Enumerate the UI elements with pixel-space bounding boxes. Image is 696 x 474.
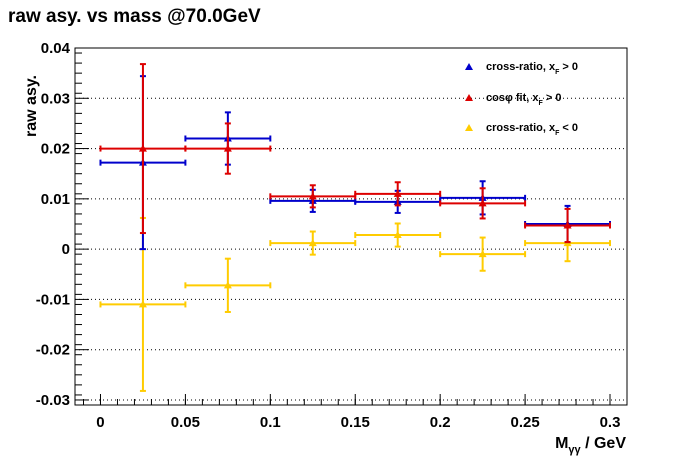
- legend-label: cross-ratio, xF < 0: [486, 122, 578, 137]
- data-point: [99, 63, 187, 235]
- y-tick-label: 0: [62, 241, 70, 258]
- y-tick-label: 0.01: [41, 191, 70, 208]
- data-point: [439, 187, 527, 220]
- x-tick-label: 0.2: [430, 414, 451, 431]
- x-axis-label-sub: γγ: [568, 444, 581, 456]
- chart-title: raw asy. vs mass @70.0GeV: [8, 6, 261, 27]
- legend-label-sub: F: [539, 100, 544, 107]
- data-point: [354, 181, 442, 207]
- y-tick-label: -0.01: [36, 291, 70, 308]
- legend-label-part: > 0: [543, 92, 562, 104]
- triangle-marker: [223, 281, 232, 289]
- x-tick-label: 0.1: [260, 414, 281, 431]
- x-axis-label: Mγγ / GeV: [555, 435, 626, 456]
- y-tick-label: -0.02: [36, 342, 70, 359]
- y-axis-label: raw asy.: [23, 75, 40, 137]
- legend-label-part: cross-ratio, x: [486, 61, 556, 73]
- legend-label-part: > 0: [559, 61, 578, 73]
- triangle-marker: [393, 189, 402, 197]
- y-tick-label: 0.02: [41, 141, 70, 158]
- x-tick-label: 0.3: [600, 414, 621, 431]
- triangle-marker: [308, 239, 317, 247]
- data-point: [269, 184, 357, 209]
- data-point: [184, 257, 272, 313]
- y-tick-label: 0.04: [41, 40, 71, 57]
- y-tick-label: 0.03: [41, 90, 70, 107]
- data-series: [99, 63, 612, 392]
- legend-label-sub: F: [555, 130, 560, 137]
- triangle-marker: [478, 250, 487, 258]
- legend-item: cross-ratio, xF > 0: [465, 61, 578, 76]
- legend-label-part: < 0: [559, 122, 578, 134]
- series-cos-fit-x-f-0: [99, 63, 612, 244]
- series-cross-ratio-x-f-0: [99, 216, 612, 392]
- legend-item: cosφ fit, xF > 0: [465, 92, 561, 107]
- triangle-marker: [223, 144, 232, 152]
- data-point: [439, 236, 527, 272]
- triangle-marker: [138, 144, 147, 152]
- x-tick-label: 0: [96, 414, 104, 431]
- data-point: [524, 207, 612, 244]
- x-axis-label-tail: / GeV: [581, 435, 627, 452]
- triangle-marker: [308, 192, 317, 200]
- legend-label-part: cross-ratio, x: [486, 122, 556, 134]
- y-axis-label-text: raw asy.: [23, 75, 40, 137]
- plot-frame: [74, 47, 628, 406]
- x-axis-label-main: M: [555, 435, 568, 452]
- x-tick-label: 0.05: [171, 414, 200, 431]
- data-point: [269, 230, 357, 256]
- x-tick-label: 0.15: [341, 414, 370, 431]
- legend-label-part: cosφ fit, x: [486, 92, 539, 104]
- y-tick-label: -0.03: [36, 392, 70, 409]
- legend-marker: [465, 63, 473, 70]
- triangle-marker: [563, 221, 572, 229]
- data-point: [184, 122, 272, 175]
- legend-marker: [465, 124, 473, 131]
- triangle-marker: [478, 199, 487, 207]
- data-point: [354, 222, 442, 248]
- x-tick-label: 0.25: [510, 414, 539, 431]
- axis-ticks: 0.04 0.03 0.02 0.01 0 -0.01 -0.02 -0.03 0 0.05 0.1…: [36, 40, 621, 431]
- legend-label: cosφ fit, xF > 0: [486, 92, 561, 107]
- legend-label: cross-ratio, xF > 0: [486, 61, 578, 76]
- legend-marker: [465, 94, 473, 101]
- triangle-marker: [138, 300, 147, 308]
- triangle-marker: [393, 231, 402, 239]
- legend-label-sub: F: [555, 69, 560, 76]
- legend-item: cross-ratio, xF < 0: [465, 122, 578, 137]
